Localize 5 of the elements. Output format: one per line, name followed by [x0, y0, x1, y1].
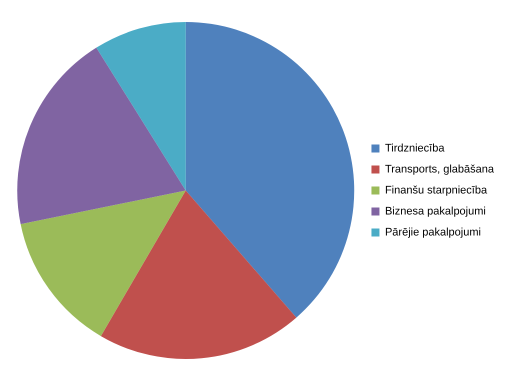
legend-label: Finanšu starpniecība	[384, 184, 488, 197]
legend-label: Transports, glabāšana	[384, 164, 495, 176]
legend-label: Tirdzniecība	[384, 142, 446, 155]
legend-label: Pārējie pakalpojumi	[384, 226, 481, 239]
legend-label: Biznesa pakalpojumi	[384, 206, 486, 218]
